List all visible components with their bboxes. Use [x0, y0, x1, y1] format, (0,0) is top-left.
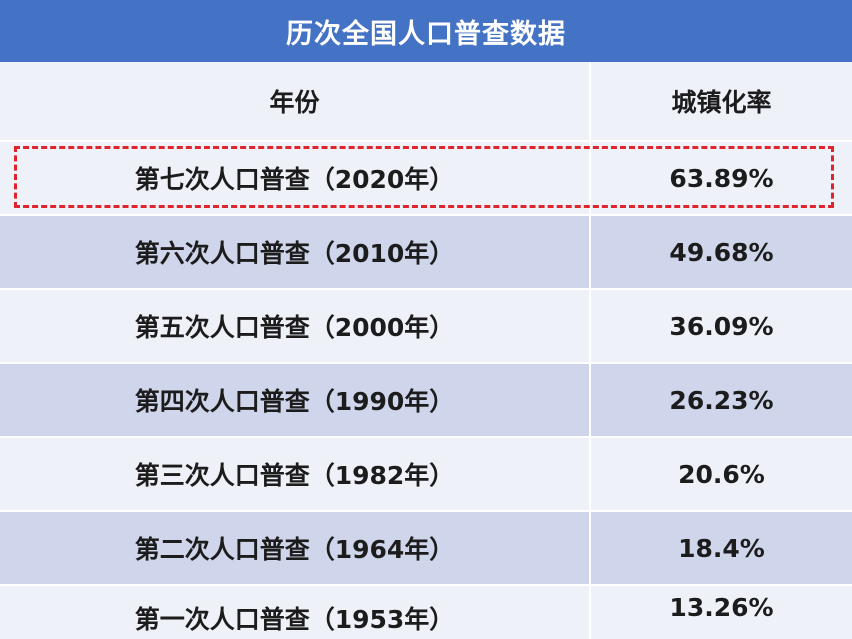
- table-header-row: 年份 城镇化率: [0, 62, 852, 142]
- row-rate: 36.09%: [669, 311, 774, 341]
- row-rate: 13.26%: [669, 593, 774, 622]
- table-row: 第四次人口普查（1990年） 26.23%: [0, 364, 852, 438]
- row-rate: 63.89%: [669, 163, 774, 193]
- table-row: 第一次人口普查（1953年） 13.26%: [0, 586, 852, 639]
- census-table: 年份 城镇化率 第七次人口普查（2020年） 63.89% 第六次人口普查（20…: [0, 62, 852, 639]
- row-year: 第五次人口普查（2000年）: [0, 290, 591, 362]
- row-year: 第二次人口普查（1964年）: [0, 512, 591, 584]
- row-year: 第三次人口普查（1982年）: [0, 438, 591, 510]
- row-rate: 18.4%: [678, 533, 765, 563]
- table-row: 第三次人口普查（1982年） 20.6%: [0, 438, 852, 512]
- row-rate: 20.6%: [678, 459, 765, 489]
- table-title: 历次全国人口普查数据: [0, 0, 852, 62]
- table-row: 第二次人口普查（1964年） 18.4%: [0, 512, 852, 586]
- table-row: 第七次人口普查（2020年） 63.89%: [0, 142, 852, 216]
- header-year: 年份: [0, 62, 591, 140]
- row-rate: 26.23%: [669, 385, 774, 415]
- row-year: 第四次人口普查（1990年）: [0, 364, 591, 436]
- header-rate: 城镇化率: [671, 88, 772, 117]
- row-year: 第七次人口普查（2020年）: [0, 142, 591, 214]
- row-year: 第六次人口普查（2010年）: [0, 216, 591, 288]
- row-year: 第一次人口普查（1953年）: [0, 586, 591, 639]
- table-row: 第五次人口普查（2000年） 36.09%: [0, 290, 852, 364]
- table-row: 第六次人口普查（2010年） 49.68%: [0, 216, 852, 290]
- row-rate: 49.68%: [669, 237, 774, 267]
